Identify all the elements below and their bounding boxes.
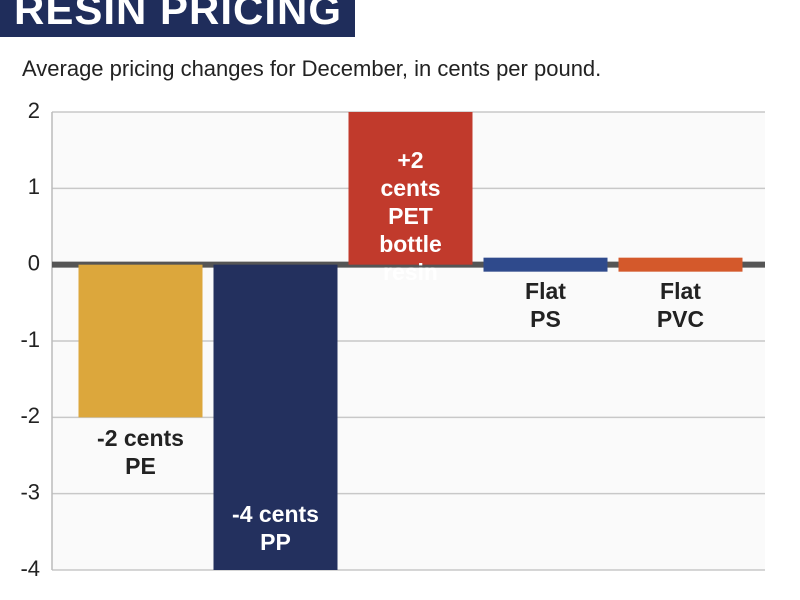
bar (78, 264, 203, 418)
value-label: Flat (660, 278, 701, 304)
y-tick-label: 0 (28, 250, 40, 275)
y-tick-label: 1 (28, 174, 40, 199)
bar-label: -4 cents PP (216, 500, 336, 556)
value-label: Flat (525, 278, 566, 304)
value-label: -4 cents (232, 501, 319, 527)
category-label: PP (260, 529, 291, 555)
bar-label: Flat PS (486, 277, 606, 333)
bar (348, 112, 473, 265)
bar (213, 264, 338, 570)
bar (483, 257, 608, 272)
y-tick-label: -1 (20, 327, 40, 352)
y-tick-label: 2 (28, 98, 40, 123)
category-label: PET bottle resin (379, 203, 442, 285)
category-label: PS (530, 306, 561, 332)
y-tick-label: -4 (20, 556, 40, 581)
value-label: +2 cents (380, 147, 441, 201)
y-tick-label: -2 (20, 403, 40, 428)
category-label: PE (125, 453, 156, 479)
y-tick-label: -3 (20, 479, 40, 504)
value-label: -2 cents (97, 425, 184, 451)
bar-label: +2 cents PET bottle resin (366, 146, 456, 286)
bar (618, 257, 743, 272)
chart-title: RESIN PRICING (14, 0, 343, 33)
category-label: PVC (656, 306, 705, 332)
bar-label: -2 cents PE (81, 424, 201, 480)
title-box: RESIN PRICING (0, 0, 355, 37)
bar-label: Flat PVC (621, 277, 741, 333)
chart-subtitle: Average pricing changes for December, in… (22, 56, 602, 81)
